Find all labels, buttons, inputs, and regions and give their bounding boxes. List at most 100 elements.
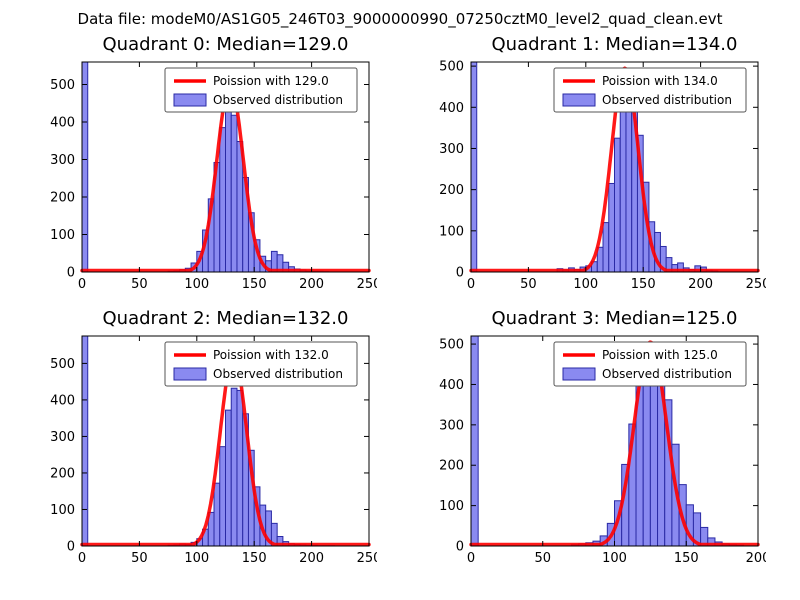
plot-quadrant-2: 0 50 100 150 200 250 0 100 200 300 400 500 Poission … [32, 332, 377, 570]
x-tick-label: 100 [573, 277, 598, 292]
axes-frame [81, 61, 370, 273]
legend-patch-sample [562, 93, 596, 107]
axis-tick-labels: 0 50 100 150 200 250 0 100 200 300 400 500 [50, 78, 377, 292]
legend-box [553, 341, 747, 387]
legend-patch-sample [173, 367, 207, 381]
legend: Poission with 134.0 Observed distribution [553, 67, 747, 113]
y-tick-label: 200 [50, 466, 75, 481]
y-tick-label: 400 [439, 378, 464, 393]
subplot-quadrant-0: Quadrant 0: Median=129.0 0 50 100 150 200 25 0… [32, 32, 377, 296]
histogram-bar [236, 389, 244, 547]
y-tick-label: 0 [456, 540, 464, 555]
x-tick-label: 0 [78, 551, 86, 566]
y-tick-label: 500 [439, 60, 464, 75]
x-tick-label: 250 [357, 277, 377, 292]
legend-patch-sample [173, 93, 207, 107]
plot-quadrant-0: 0 50 100 150 200 250 0 100 200 300 400 500 Poission … [32, 58, 377, 296]
y-tick-label: 100 [50, 503, 75, 518]
legend: Poission with 132.0 Observed distribution [164, 341, 358, 387]
axis-ticks [81, 336, 370, 547]
subplot-quadrant-2: Quadrant 2: Median=132.0 0 50 100 150 200 25 0… [32, 306, 377, 570]
y-tick-label: 300 [50, 153, 75, 168]
y-tick-label: 300 [439, 418, 464, 433]
axis-ticks [470, 62, 759, 273]
legend-label: Observed distribution [602, 367, 732, 381]
x-tick-label: 200 [688, 277, 713, 292]
x-tick-label: 100 [184, 551, 209, 566]
y-tick-label: 100 [439, 499, 464, 514]
legend-label: Observed distribution [213, 93, 343, 107]
legend-box [164, 341, 358, 387]
y-tick-label: 300 [439, 142, 464, 157]
histogram-bar [608, 182, 615, 273]
y-tick-label: 400 [439, 101, 464, 116]
subplot-grid: Quadrant 0: Median=129.0 0 50 100 150 200 25 0… [0, 32, 800, 570]
x-tick-label: 250 [746, 277, 766, 292]
y-tick-label: 200 [439, 183, 464, 198]
subplot-quadrant-1: Quadrant 1: Median=134.0 0 50 100 150 200 25 0… [421, 32, 766, 296]
plot-quadrant-3: 0 50 100 150 200 0 100 200 300 400 500 Poission wit… [421, 332, 766, 570]
x-tick-label: 150 [674, 551, 699, 566]
legend-box [553, 67, 747, 113]
y-tick-label: 500 [50, 357, 75, 372]
x-tick-label: 0 [467, 551, 475, 566]
axis-tick-labels: 0 50 100 150 200 0 100 200 300 400 500 [439, 338, 766, 566]
poisson-curve [80, 354, 371, 547]
subplot-title-quadrant-1: Quadrant 1: Median=134.0 [491, 34, 738, 55]
histogram-bar [213, 482, 221, 547]
legend-label: Observed distribution [213, 367, 343, 381]
histogram-bar [614, 137, 621, 273]
x-tick-label: 50 [131, 277, 148, 292]
axes-frame [81, 335, 370, 547]
axis-tick-labels: 0 50 100 150 200 250 0 100 200 300 400 500 [50, 357, 377, 566]
y-tick-label: 300 [50, 430, 75, 445]
legend: Poission with 125.0 Observed distribution [553, 341, 747, 387]
x-tick-label: 0 [467, 277, 475, 292]
histogram-bars [81, 335, 336, 547]
x-tick-label: 50 [520, 277, 537, 292]
histogram-bar [219, 446, 226, 547]
x-tick-label: 200 [746, 551, 766, 566]
legend-label: Poission with 134.0 [602, 74, 718, 88]
plot-quadrant-1: 0 50 100 150 200 250 0 100 200 300 400 500 Poission … [421, 58, 766, 296]
histogram-bar [602, 222, 610, 273]
subplot-title-quadrant-0: Quadrant 0: Median=129.0 [102, 34, 349, 55]
y-tick-label: 100 [439, 224, 464, 239]
y-tick-label: 100 [50, 228, 75, 243]
legend: Poission with 129.0 Observed distribution [164, 67, 358, 113]
x-tick-label: 100 [602, 551, 627, 566]
x-tick-label: 200 [299, 277, 324, 292]
x-tick-label: 150 [631, 277, 656, 292]
y-tick-label: 400 [50, 116, 75, 131]
subplot-quadrant-3: Quadrant 3: Median=125.0 0 50 100 150 200 0 10… [421, 306, 766, 570]
x-tick-label: 200 [299, 551, 324, 566]
y-tick-label: 200 [50, 191, 75, 206]
histogram-bar [230, 114, 238, 273]
histogram-bar [619, 93, 627, 273]
histogram-bar [219, 127, 226, 273]
poisson-curve [469, 66, 760, 273]
y-tick-label: 500 [50, 78, 75, 93]
axis-ticks [470, 336, 759, 547]
histogram-bar [470, 61, 478, 273]
x-tick-label: 150 [242, 277, 267, 292]
y-tick-label: 0 [67, 540, 75, 555]
y-tick-label: 400 [50, 393, 75, 408]
legend-label: Poission with 129.0 [213, 74, 329, 88]
subplot-title-quadrant-3: Quadrant 3: Median=125.0 [491, 308, 738, 329]
histogram-bar [470, 335, 479, 547]
histogram-bar [230, 387, 238, 547]
figure-title: Data file: modeM0/AS1G05_246T03_90000009… [77, 10, 723, 28]
x-tick-label: 50 [534, 551, 551, 566]
legend-label: Poission with 125.0 [602, 348, 718, 362]
x-tick-label: 50 [131, 551, 148, 566]
y-tick-label: 500 [439, 338, 464, 353]
y-tick-label: 0 [456, 266, 464, 281]
legend-patch-sample [562, 367, 596, 381]
axis-ticks [81, 62, 370, 273]
histogram-bar [81, 61, 89, 273]
axis-tick-labels: 0 50 100 150 200 250 0 100 200 300 400 500 [439, 60, 766, 292]
histogram-bar [225, 409, 232, 547]
histogram-bar [81, 335, 89, 547]
